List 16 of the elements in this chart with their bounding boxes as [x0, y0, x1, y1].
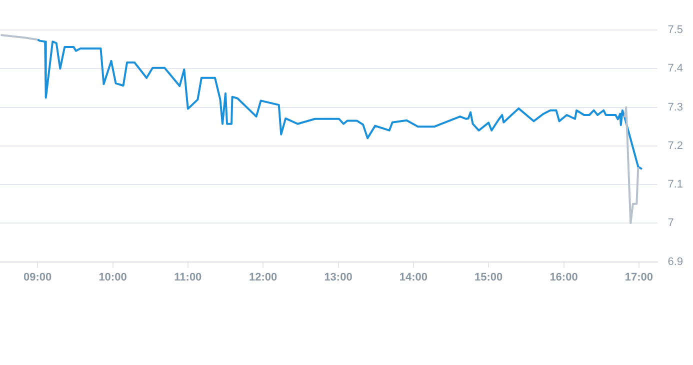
x-tick-label: 10:00	[98, 271, 127, 284]
y-tick-label: 7.2	[668, 140, 684, 152]
x-tick-label: 15:00	[474, 271, 503, 284]
y-tick-label: 7.5	[668, 24, 684, 36]
x-tick-label: 16:00	[550, 271, 578, 284]
x-tick-label: 12:00	[249, 271, 278, 284]
x-tick-label: 14:00	[399, 271, 428, 284]
y-tick-label: 7.1	[668, 178, 684, 191]
x-tick-label: 17:00	[624, 271, 653, 284]
x-tick-label: 09:00	[24, 271, 52, 284]
y-tick-label: 7.3	[668, 101, 684, 114]
x-tick-label: 11:00	[174, 271, 202, 284]
y-tick-label: 7	[668, 217, 674, 230]
y-tick-label: 6.9	[668, 256, 684, 268]
y-tick-label: 7.4	[668, 62, 684, 75]
x-tick-label: 13:00	[324, 271, 352, 284]
